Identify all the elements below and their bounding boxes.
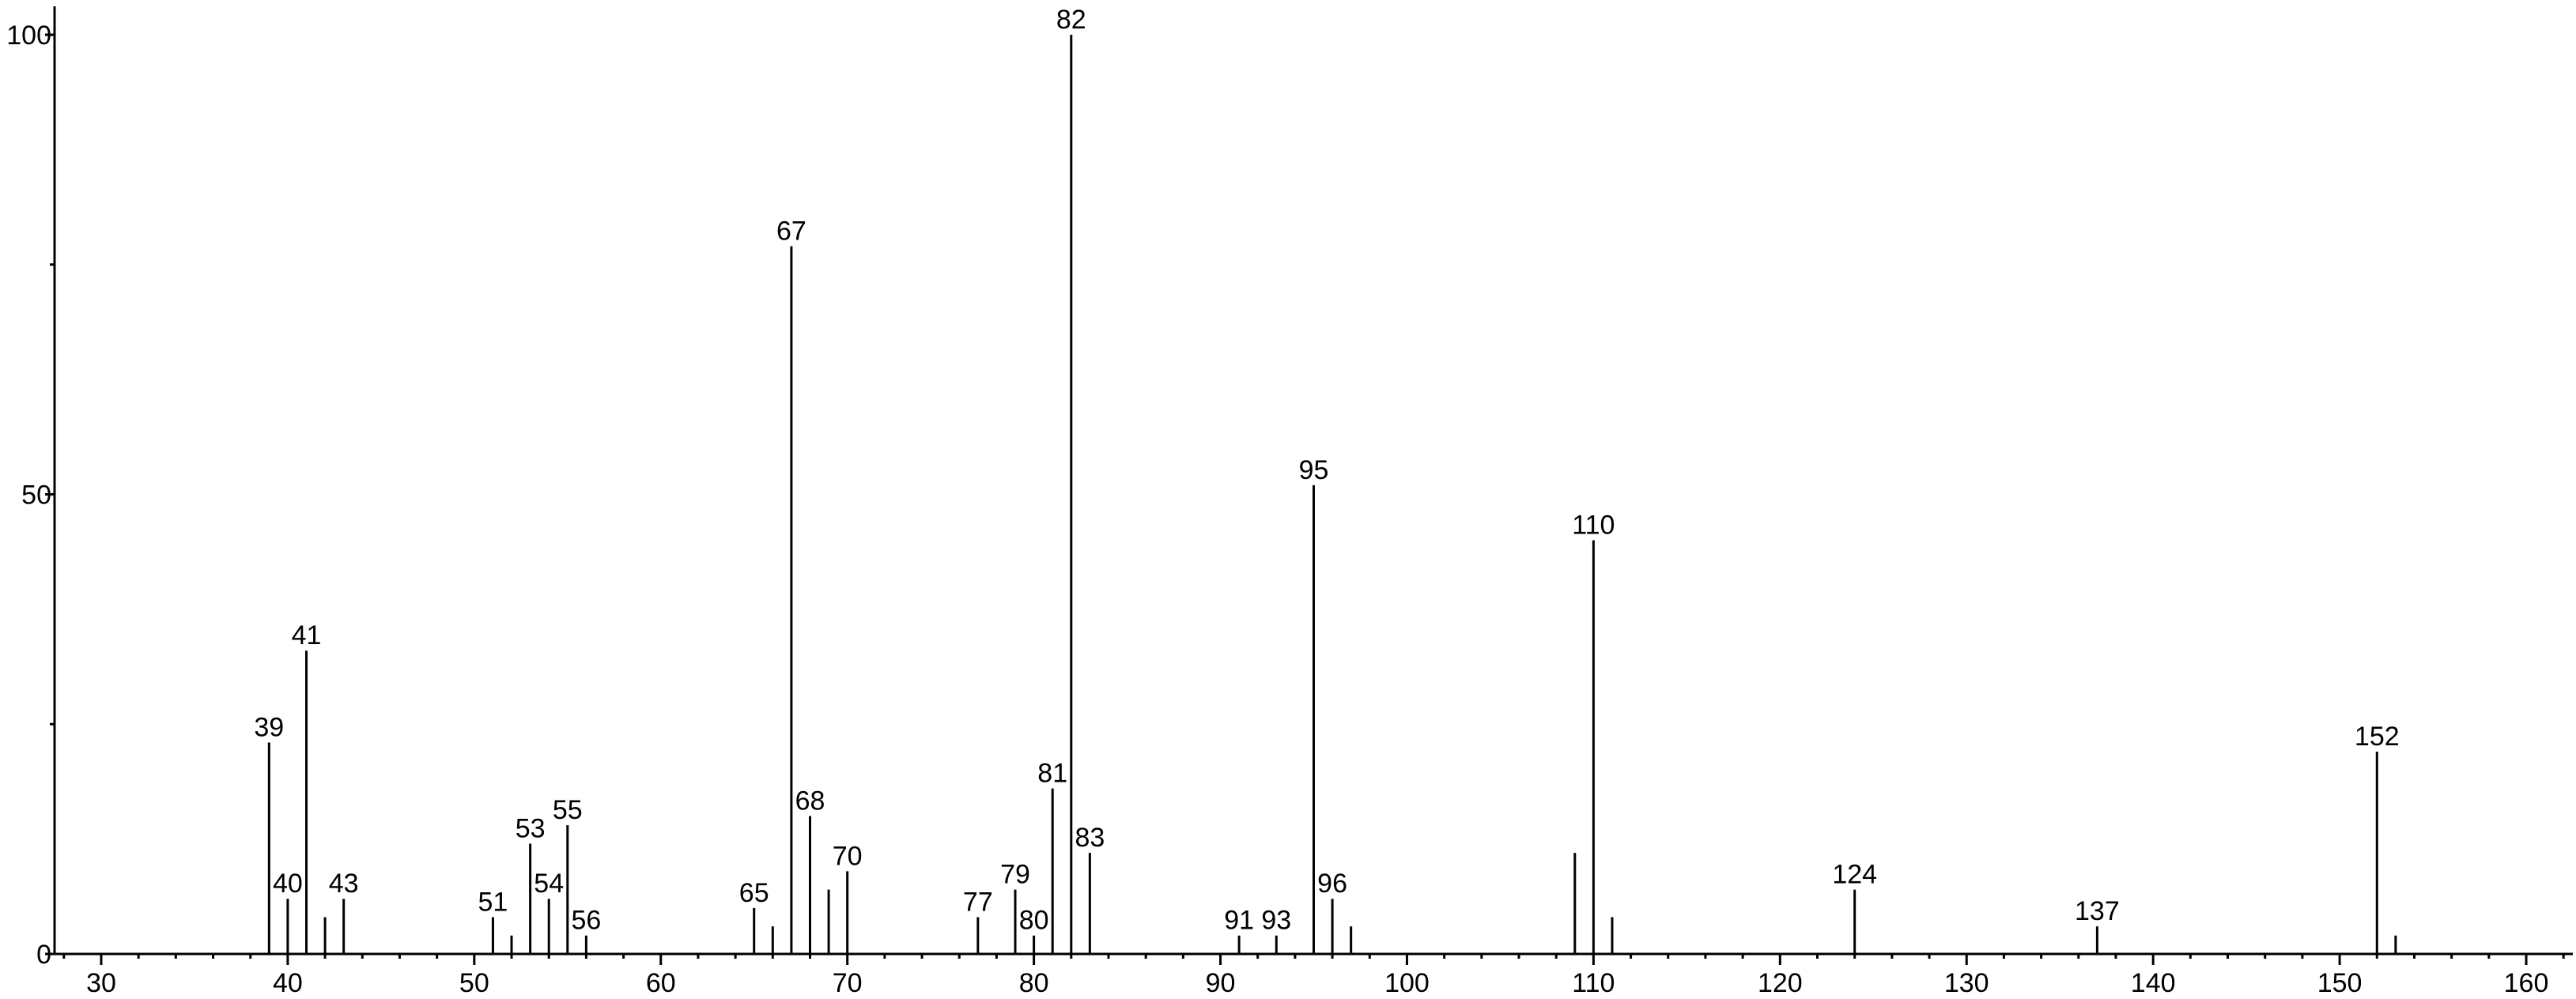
x-tick-label: 40 <box>273 968 303 998</box>
x-tick-label: 160 <box>2504 968 2549 998</box>
peak-label: 54 <box>534 869 564 899</box>
x-tick-label: 50 <box>459 968 489 998</box>
y-tick-label: 50 <box>21 481 51 511</box>
y-tick-label: 100 <box>6 21 51 51</box>
peak-label: 70 <box>833 841 863 871</box>
peak-label: 137 <box>2075 896 2120 926</box>
peak-label: 40 <box>273 869 303 899</box>
axes: 30 40 50 60 70 80 90 100 110 120 130 140 150 160 0 50 10… <box>6 6 2573 998</box>
peak-label: 124 <box>1832 860 1877 890</box>
peak-label: 65 <box>739 878 769 908</box>
peak-label: 77 <box>963 887 993 917</box>
peak-label: 51 <box>478 887 508 917</box>
peak-label: 53 <box>516 813 546 843</box>
peak-label: 41 <box>292 620 322 650</box>
peak-label: 79 <box>1000 860 1030 890</box>
peak-label: 82 <box>1056 5 1086 35</box>
peak-label: 55 <box>553 795 583 825</box>
x-tick-label: 60 <box>646 968 676 998</box>
peak-label: 68 <box>795 786 825 816</box>
peak-label: 91 <box>1224 906 1254 936</box>
peak-label: 95 <box>1299 455 1329 485</box>
x-tick-label: 150 <box>2317 968 2363 998</box>
x-tick-label: 130 <box>1944 968 1989 998</box>
peak-label: 56 <box>571 906 601 936</box>
peak-label: 80 <box>1019 906 1049 936</box>
y-tick-label: 0 <box>36 940 51 970</box>
x-tick-label: 120 <box>1758 968 1803 998</box>
x-tick-label: 30 <box>86 968 116 998</box>
peak-label: 152 <box>2355 722 2400 752</box>
x-tick-label: 140 <box>2131 968 2176 998</box>
peak-label: 96 <box>1317 869 1347 899</box>
peak-label: 93 <box>1261 906 1291 936</box>
x-tick-label: 70 <box>833 968 863 998</box>
peak-label: 67 <box>776 216 806 246</box>
x-tick-label: 80 <box>1019 968 1049 998</box>
x-tick-label: 100 <box>1384 968 1430 998</box>
x-tick-label: 110 <box>1572 968 1615 998</box>
peak-label: 43 <box>329 869 359 899</box>
peak-label: 83 <box>1075 823 1105 853</box>
x-tick-label: 90 <box>1206 968 1236 998</box>
peak-label: 81 <box>1037 759 1067 789</box>
peak-label: 110 <box>1572 511 1615 541</box>
peak-label: 39 <box>254 713 284 743</box>
